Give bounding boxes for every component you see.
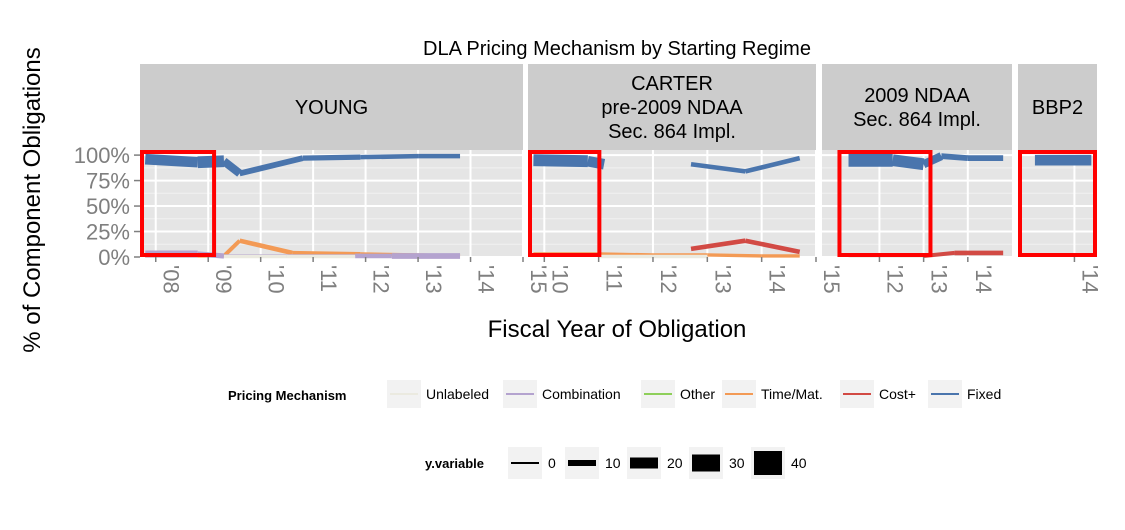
- facet-strip-label: Sec. 864 Impl.: [853, 109, 981, 131]
- size-legend-title: y.variable: [425, 456, 484, 471]
- series-segment-fixed: [744, 155, 801, 174]
- facet-strip-label: 2009 NDAA: [864, 85, 970, 107]
- size-legend-item: 40: [751, 447, 807, 479]
- x-tick-label: '09: [211, 265, 236, 294]
- x-tick-label: '14: [765, 265, 790, 294]
- series-segment-fixed: [302, 154, 361, 161]
- pricing-mechanism-legend: Pricing Mechanism Unlabeled Combination Ot…: [228, 380, 1001, 408]
- legend-label: Combination: [542, 386, 621, 402]
- series-segment-cost: [744, 238, 801, 255]
- x-tick-label: '13: [927, 265, 952, 294]
- size-legend-label: 20: [667, 455, 683, 471]
- series-segment-time-mat: [707, 253, 762, 258]
- series-segment-time-mat: [239, 238, 293, 256]
- x-tick-label: '15: [819, 265, 844, 294]
- series-segment-fixed: [690, 161, 746, 174]
- series-segment-time-mat: [222, 239, 242, 258]
- plot-background: [1018, 150, 1097, 257]
- legend-label: Cost+: [879, 386, 916, 402]
- series-segment-time-mat: [292, 250, 361, 256]
- highlight-box: [1018, 150, 1097, 257]
- series-segment-fixed: [239, 155, 304, 177]
- y-tick-label: 0%: [98, 245, 130, 270]
- y-axis-label: % of Component Obligations: [19, 47, 46, 353]
- highlight-box: [140, 150, 217, 257]
- y-tick-label: 25%: [86, 220, 130, 245]
- facet-strip: [528, 64, 816, 150]
- facet-strip-label: Sec. 864 Impl.: [608, 121, 736, 143]
- legend-item: Other: [641, 380, 715, 408]
- legend-item: Unlabeled: [387, 380, 489, 408]
- series-segment-fixed: [144, 153, 199, 168]
- size-legend-item: 10: [565, 447, 621, 479]
- x-tick-label: '10: [547, 265, 572, 294]
- x-tick-label: '11: [316, 265, 341, 292]
- series-segment-fixed: [360, 153, 419, 160]
- legend-label: Time/Mat.: [761, 386, 823, 402]
- legend-label: Fixed: [967, 386, 1001, 402]
- x-tick-label: '11: [602, 265, 627, 292]
- x-tick-label: '13: [421, 265, 446, 294]
- facet-strip: [1018, 64, 1097, 150]
- facet-panel: BBP2 '14: [1018, 64, 1102, 294]
- highlight-box: [528, 150, 602, 257]
- legend-title: Pricing Mechanism: [228, 388, 346, 403]
- x-tick-label: '12: [882, 265, 907, 294]
- series-segment-fixed: [891, 154, 925, 171]
- size-legend-label: 40: [791, 455, 807, 471]
- highlight-box: [837, 150, 933, 257]
- x-tick-label: '13: [710, 265, 735, 294]
- series-segment-fixed: [533, 154, 588, 168]
- size-legend-label: 10: [605, 455, 621, 471]
- x-tick-label: '14: [971, 265, 996, 294]
- size-legend-item: 0: [508, 447, 556, 479]
- facet-strip: [140, 64, 523, 150]
- x-tick-label: '14: [1077, 265, 1102, 294]
- x-tick-label: '12: [369, 265, 394, 294]
- facet-panel: YOUNG '08 '09 '10 '11 '12 '13 '14 '15: [140, 64, 551, 294]
- x-tick-label: '15: [526, 265, 551, 294]
- panels-layer: YOUNG'08'09'10'11'12'13'14'15CARTERpre-2…: [140, 64, 1102, 294]
- y-tick-label: 50%: [86, 194, 130, 219]
- legend-item: Time/Mat.: [722, 380, 823, 408]
- chart-title: DLA Pricing Mechanism by Starting Regime: [423, 38, 811, 60]
- facet-strip: [822, 64, 1012, 150]
- series-segment-fixed: [586, 156, 606, 170]
- series-segment-cost: [690, 238, 746, 252]
- size-legend-item: 30: [689, 447, 745, 479]
- legend-label: Other: [680, 386, 715, 402]
- y-axis: 100%75%50%25%0%: [74, 143, 140, 270]
- size-legend-label: 0: [548, 455, 556, 471]
- size-legend: y.variable 0 10 20 30 40: [425, 447, 807, 479]
- facet-strip-label: YOUNG: [295, 97, 368, 119]
- legend-item: Cost+: [840, 380, 916, 408]
- series-segment-fixed: [221, 157, 243, 177]
- x-tick-label: '12: [656, 265, 681, 294]
- x-tick-label: '08: [159, 265, 184, 294]
- legend-item: Fixed: [928, 380, 1001, 408]
- y-tick-label: 100%: [74, 143, 130, 168]
- facet-strip-label: CARTER: [631, 73, 713, 95]
- x-axis-label: Fiscal Year of Obligation: [488, 316, 747, 343]
- size-legend-label: 30: [729, 455, 745, 471]
- legend-item: Combination: [503, 380, 621, 408]
- legend-label: Unlabeled: [426, 386, 489, 402]
- facet-strip-label: pre-2009 NDAA: [601, 97, 743, 119]
- facet-strip-label: BBP2: [1032, 97, 1083, 119]
- series-segment-fixed: [197, 155, 225, 169]
- x-tick-label: '14: [474, 265, 499, 294]
- series-segment-fixed: [941, 153, 969, 162]
- y-tick-label: 75%: [86, 169, 130, 194]
- size-legend-item: 20: [627, 447, 683, 479]
- x-tick-label: '10: [264, 265, 289, 294]
